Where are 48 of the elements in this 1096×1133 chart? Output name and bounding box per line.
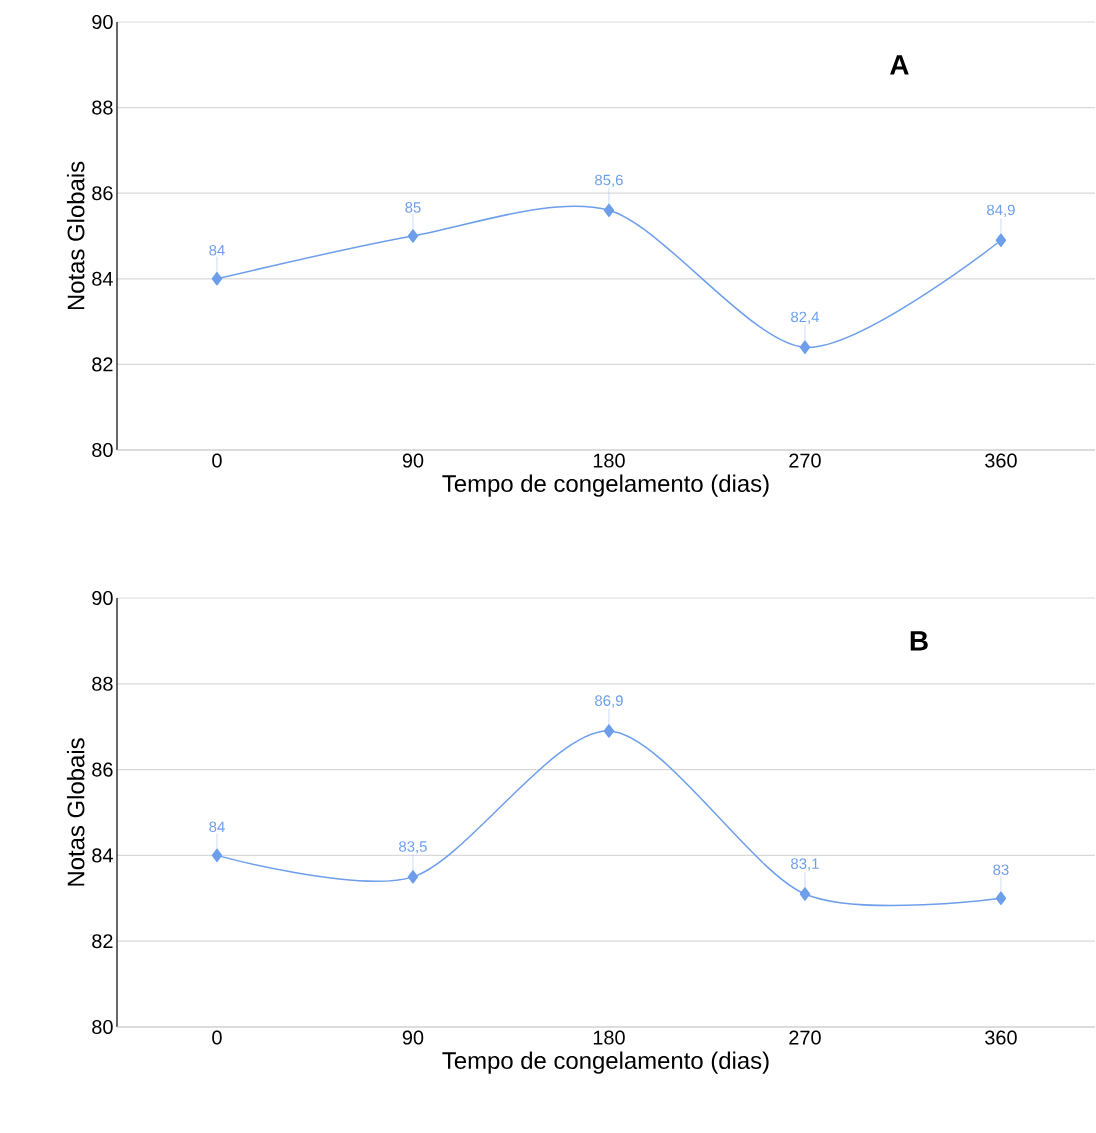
data-label: 84,9 (987, 204, 1015, 217)
data-label: 84 (209, 821, 226, 833)
data-label: 86,9 (595, 695, 623, 708)
x-tick-label: 0 (212, 453, 222, 468)
x-tick-label: 270 (789, 453, 821, 468)
point (995, 891, 1007, 906)
point (211, 848, 223, 863)
data-label: 85,6 (595, 174, 624, 188)
x-axis-title: Tempo de congelamento (dias) (442, 474, 769, 497)
y-tick-label: 90 (92, 590, 113, 606)
point (995, 233, 1007, 247)
y-tick-label: 90 (92, 14, 113, 30)
data-label: 85 (405, 202, 421, 213)
data-label: 83,5 (399, 841, 428, 854)
y-tick-label: 80 (92, 442, 113, 458)
y-axis-title: Notas Globais (67, 161, 85, 310)
point (603, 724, 615, 738)
y-tick-label: 84 (92, 271, 114, 286)
data-label: 82,4 (791, 311, 820, 324)
point (407, 870, 419, 884)
data-label: 84 (209, 244, 226, 256)
y-tick-label: 82 (92, 357, 113, 372)
y-tick-label: 88 (92, 676, 113, 691)
x-tick-label: 360 (985, 453, 1017, 468)
point (211, 272, 223, 286)
y-tick-label: 82 (92, 934, 113, 949)
data-label: 83,1 (791, 858, 819, 871)
y-axis-title: Notas Globais (67, 738, 85, 886)
x-axis-title: Tempo de congelamento (dias) (442, 1051, 769, 1074)
y-tick-label: 88 (92, 100, 113, 115)
x-tick-label: 90 (403, 1030, 424, 1045)
data-label: 83 (993, 864, 1009, 875)
x-tick-label: 360 (985, 1030, 1017, 1045)
point (603, 203, 615, 218)
annotation: B (910, 631, 928, 651)
x-tick-label: 0 (212, 1030, 222, 1045)
x-tick-label: 180 (594, 453, 625, 468)
x-tick-label: 90 (403, 453, 424, 468)
point (799, 887, 811, 901)
x-tick-label: 180 (594, 1030, 625, 1045)
y-tick-label: 86 (92, 186, 113, 201)
point (799, 340, 811, 354)
annotation: A (890, 55, 909, 75)
y-tick-label: 84 (92, 848, 114, 863)
y-tick-label: 80 (92, 1019, 113, 1035)
x-tick-label: 270 (789, 1030, 821, 1045)
point (407, 229, 419, 243)
y-tick-label: 86 (92, 762, 113, 777)
